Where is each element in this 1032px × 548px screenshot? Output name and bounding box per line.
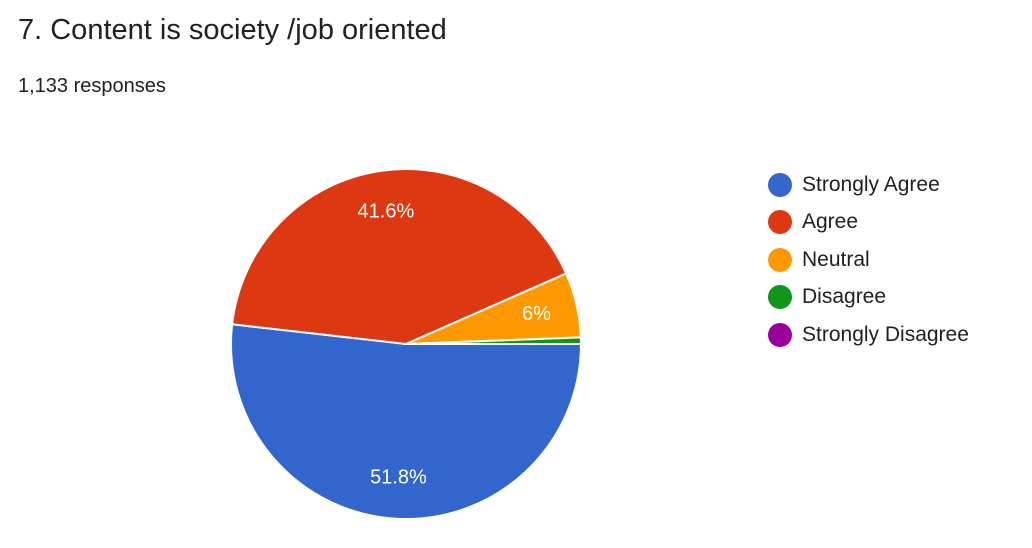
pie-slice-strongly-agree: [230, 323, 583, 520]
legend-swatch-neutral: [768, 247, 792, 272]
legend-label-disagree: Disagree: [802, 285, 887, 309]
response-count: 1,133 responses: [18, 75, 166, 97]
slice-label-neutral: 6%: [522, 303, 551, 325]
legend-swatch-strongly-disagree: [768, 322, 792, 347]
legend-label-agree: Agree: [802, 210, 859, 234]
slice-label-strongly-agree: 51.8%: [370, 467, 427, 489]
legend-item-strongly-disagree: Strongly Disagree: [768, 316, 969, 354]
legend-item-disagree: Disagree: [768, 279, 969, 317]
pie-slice-agree: [231, 168, 568, 346]
legend-swatch-disagree: [768, 285, 792, 310]
question-title: 7. Content is society /job oriented: [18, 14, 447, 46]
chart-legend: Strongly Agree Agree Neutral Disagree Strong…: [768, 166, 969, 354]
slice-label-agree: 41.6%: [358, 201, 415, 223]
legend-swatch-agree: [768, 210, 792, 235]
pie-slice-disagree: [405, 336, 583, 345]
legend-item-neutral: Neutral: [768, 241, 969, 279]
legend-item-strongly-agree: Strongly Agree: [768, 166, 969, 204]
legend-swatch-strongly-agree: [768, 172, 792, 197]
legend-label-strongly-agree: Strongly Agree: [802, 172, 940, 196]
legend-label-neutral: Neutral: [802, 247, 870, 271]
legend-label-strongly-disagree: Strongly Disagree: [802, 322, 969, 346]
legend-item-agree: Agree: [768, 204, 969, 242]
